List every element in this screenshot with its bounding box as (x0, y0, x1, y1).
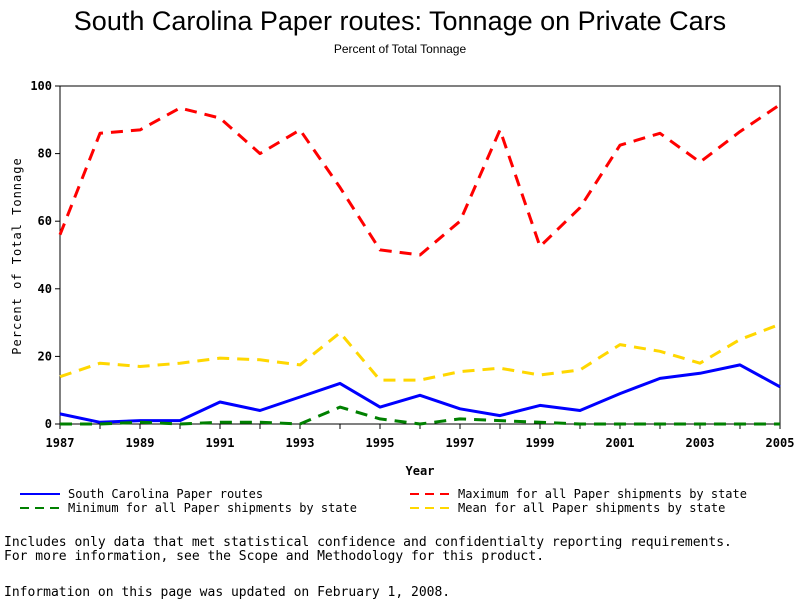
x-tick-label: 1987 (46, 436, 75, 450)
x-tick-label: 2005 (766, 436, 795, 450)
y-tick-label: 0 (45, 417, 52, 431)
x-tick-label: 1997 (446, 436, 475, 450)
x-tick-label: 1995 (366, 436, 395, 450)
x-tick-label: 1999 (526, 436, 555, 450)
x-axis: 1987 1989 1991 1993 1995 1997 1999 2001 2003 2005 (46, 424, 795, 450)
x-tick-label: 1993 (286, 436, 315, 450)
series-line-1 (58, 103, 781, 257)
x-tick-label: 1989 (126, 436, 155, 450)
footnote-updated: Information on this page was updated on … (4, 585, 451, 600)
x-axis-label: Year (406, 464, 435, 478)
series-line-3 (59, 322, 781, 382)
series-lines (58, 103, 781, 426)
x-tick-label: 2001 (606, 436, 635, 450)
y-axis: 0 20 40 60 80 100 (30, 79, 60, 431)
y-tick-label: 40 (38, 282, 52, 296)
legend-label-0: South Carolina Paper routes (68, 487, 263, 501)
footnote-confidentiality: Includes only data that met statistical … (4, 535, 732, 550)
legend-label-1: Maximum for all Paper shipments by state (458, 487, 747, 501)
legend-label-2: Minimum for all Paper shipments by state (68, 501, 357, 515)
footnote-methodology: For more information, see the Scope and … (4, 549, 545, 564)
chart-title: South Carolina Paper routes: Tonnage on … (73, 6, 727, 36)
series-line-2 (60, 405, 780, 426)
y-tick-label: 20 (38, 349, 52, 363)
chart-subtitle: Percent of Total Tonnage (333, 42, 467, 56)
y-tick-label: 60 (38, 214, 52, 228)
series-line-0 (59, 363, 781, 424)
legend-label-3: Mean for all Paper shipments by state (458, 501, 725, 515)
legend: South Carolina Paper routes Maximum for a… (20, 487, 747, 515)
y-tick-label: 100 (30, 79, 52, 93)
x-tick-label: 1991 (206, 436, 235, 450)
x-tick-label: 2003 (686, 436, 715, 450)
y-axis-label: Percent of Total Tonnage (10, 157, 24, 354)
y-tick-label: 80 (38, 147, 52, 161)
